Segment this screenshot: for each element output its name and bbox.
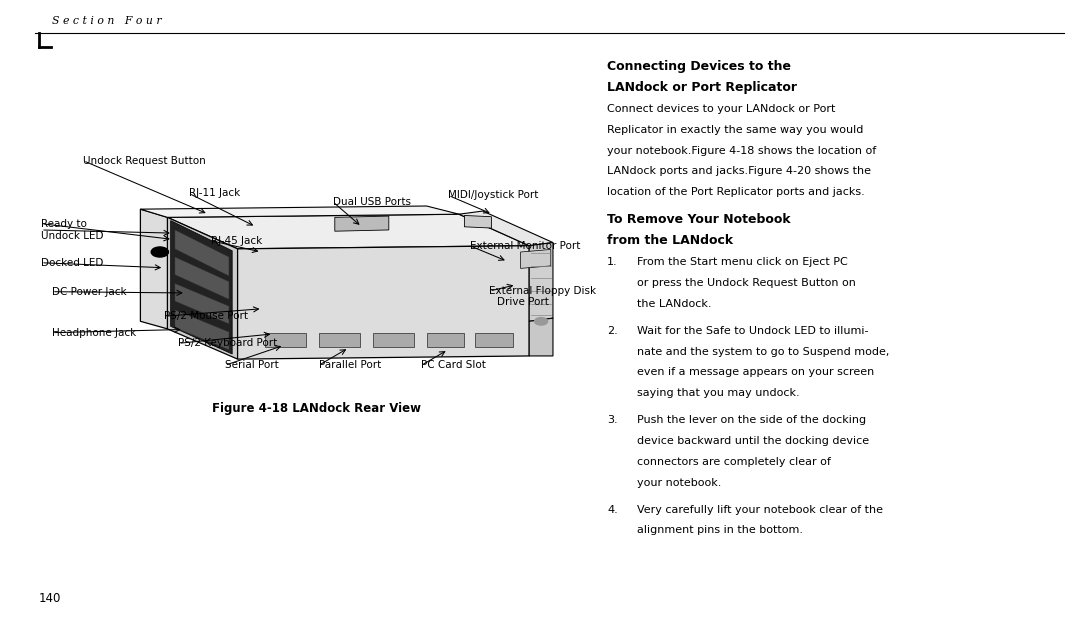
Polygon shape bbox=[529, 243, 553, 321]
Text: alignment pins in the bottom.: alignment pins in the bottom. bbox=[637, 525, 804, 536]
Text: your notebook.Figure 4-18 shows the location of: your notebook.Figure 4-18 shows the loca… bbox=[607, 146, 876, 156]
Text: 3.: 3. bbox=[607, 415, 618, 425]
Text: External Monitor Port: External Monitor Port bbox=[470, 241, 580, 251]
Text: the LANdock.: the LANdock. bbox=[637, 299, 712, 309]
Text: Drive Port: Drive Port bbox=[497, 297, 549, 307]
Polygon shape bbox=[459, 211, 553, 246]
Text: 140: 140 bbox=[39, 592, 62, 605]
Polygon shape bbox=[373, 333, 414, 347]
Text: Very carefully lift your notebook clear of the: Very carefully lift your notebook clear … bbox=[637, 505, 883, 515]
Polygon shape bbox=[427, 333, 464, 347]
Polygon shape bbox=[175, 257, 229, 299]
Text: Wait for the Safe to Undock LED to illumi-: Wait for the Safe to Undock LED to illum… bbox=[637, 326, 868, 336]
Polygon shape bbox=[238, 246, 529, 359]
Polygon shape bbox=[335, 216, 389, 231]
Text: 2.: 2. bbox=[607, 326, 618, 336]
Text: connectors are completely clear of: connectors are completely clear of bbox=[637, 457, 832, 467]
Text: from the LANdock: from the LANdock bbox=[607, 234, 733, 247]
Text: LANdock or Port Replicator: LANdock or Port Replicator bbox=[607, 81, 797, 94]
Text: Figure 4-18 LANdock Rear View: Figure 4-18 LANdock Rear View bbox=[212, 402, 421, 415]
Text: PS/2 Keyboard Port: PS/2 Keyboard Port bbox=[178, 338, 278, 348]
Text: nate and the system to go to Suspend mode,: nate and the system to go to Suspend mod… bbox=[637, 346, 890, 357]
Text: S e c t i o n   F o u r: S e c t i o n F o u r bbox=[52, 16, 162, 26]
Text: To Remove Your Notebook: To Remove Your Notebook bbox=[607, 213, 791, 226]
Polygon shape bbox=[167, 217, 238, 359]
Polygon shape bbox=[475, 333, 513, 347]
Text: Docked LED: Docked LED bbox=[41, 258, 104, 268]
Text: 1.: 1. bbox=[607, 257, 618, 267]
Text: Connecting Devices to the: Connecting Devices to the bbox=[607, 60, 791, 73]
Text: Parallel Port: Parallel Port bbox=[319, 360, 381, 370]
Text: PC Card Slot: PC Card Slot bbox=[421, 360, 486, 370]
Polygon shape bbox=[171, 220, 232, 354]
Text: Push the lever on the side of the docking: Push the lever on the side of the dockin… bbox=[637, 415, 866, 425]
Text: DC Power Jack: DC Power Jack bbox=[52, 287, 126, 297]
Polygon shape bbox=[140, 206, 459, 217]
Text: RJ-11 Jack: RJ-11 Jack bbox=[189, 188, 240, 198]
Polygon shape bbox=[175, 310, 229, 350]
Text: Headphone Jack: Headphone Jack bbox=[52, 328, 136, 338]
Text: saying that you may undock.: saying that you may undock. bbox=[637, 388, 800, 398]
Polygon shape bbox=[265, 333, 306, 347]
Text: location of the Port Replicator ports and jacks.: location of the Port Replicator ports an… bbox=[607, 187, 865, 197]
Circle shape bbox=[151, 247, 168, 257]
Polygon shape bbox=[175, 230, 229, 276]
Text: From the Start menu click on Eject PC: From the Start menu click on Eject PC bbox=[637, 257, 848, 267]
Text: Undock Request Button: Undock Request Button bbox=[83, 156, 206, 166]
Text: Undock LED: Undock LED bbox=[41, 231, 104, 241]
Polygon shape bbox=[464, 215, 491, 228]
Text: Replicator in exactly the same way you would: Replicator in exactly the same way you w… bbox=[607, 125, 863, 135]
Polygon shape bbox=[167, 214, 529, 249]
Text: or press the Undock Request Button on: or press the Undock Request Button on bbox=[637, 278, 856, 288]
Text: PS/2 Mouse Port: PS/2 Mouse Port bbox=[164, 311, 248, 321]
Polygon shape bbox=[319, 333, 360, 347]
Text: Ready to: Ready to bbox=[41, 219, 86, 229]
Text: LANdock ports and jacks.Figure 4-20 shows the: LANdock ports and jacks.Figure 4-20 show… bbox=[607, 166, 870, 176]
Text: 4.: 4. bbox=[607, 505, 618, 515]
Polygon shape bbox=[140, 209, 167, 329]
Polygon shape bbox=[521, 249, 551, 268]
Polygon shape bbox=[175, 284, 229, 324]
Text: device backward until the docking device: device backward until the docking device bbox=[637, 436, 869, 446]
Circle shape bbox=[535, 318, 548, 325]
Text: MIDI/Joystick Port: MIDI/Joystick Port bbox=[448, 190, 539, 200]
Text: RJ-45 Jack: RJ-45 Jack bbox=[211, 236, 261, 246]
Text: your notebook.: your notebook. bbox=[637, 478, 721, 488]
Polygon shape bbox=[529, 318, 553, 356]
Text: External Floppy Disk: External Floppy Disk bbox=[489, 286, 596, 296]
Text: Serial Port: Serial Port bbox=[225, 360, 279, 370]
Text: Dual USB Ports: Dual USB Ports bbox=[333, 197, 410, 207]
Text: Connect devices to your LANdock or Port: Connect devices to your LANdock or Port bbox=[607, 104, 835, 114]
Text: even if a message appears on your screen: even if a message appears on your screen bbox=[637, 367, 875, 377]
